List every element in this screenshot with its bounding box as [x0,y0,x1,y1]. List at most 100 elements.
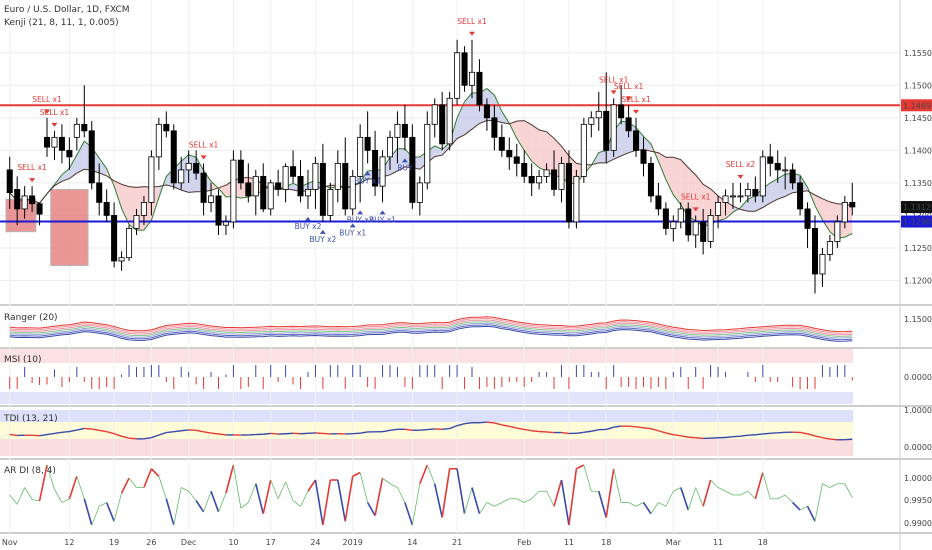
y-tick-label: 1.1350 [904,179,932,188]
candle-body [782,169,789,172]
candle-body [431,104,438,125]
x-tick-label: 18 [601,538,611,547]
ardi-segment [247,483,257,503]
tdi-segment [270,432,279,435]
cloud-segment [61,168,70,182]
candle-body [237,159,244,184]
tdi-segment [158,431,167,436]
candle-body [625,117,632,132]
ardi-segment [203,491,212,513]
candle-body [155,123,162,158]
candle-body [819,254,826,275]
ardi-segment [120,477,130,494]
ardi-segment [717,487,726,492]
candle-body [580,123,587,177]
ardi-segment [411,483,421,526]
ardi-segment [359,472,369,503]
ardi-segment [233,464,242,509]
x-tick-label: 17 [266,538,276,547]
candle-body [163,123,170,132]
ardi-segment [680,487,689,511]
ardi-segment [806,505,816,522]
cloud-segment [524,120,532,162]
sell-arrow-icon [29,178,36,183]
cloud-segment [673,157,681,205]
ardi-segment [524,498,532,503]
chart-title: Euro / U.S. Dollar, 1D, FXCM [4,5,130,15]
ardi-segment [173,487,182,526]
x-tick-label: 10 [228,538,238,547]
x-tick-label: Mar [666,538,682,547]
candle-body [81,123,88,132]
tdi-segment [501,424,510,427]
cloud-segment [69,155,77,179]
y-tick-label: 1.1200 [904,276,932,285]
tdi-segment [404,428,413,431]
candle-body [737,195,744,198]
candle-body [707,215,714,242]
cloud-segment [188,154,197,193]
cloud-segment [814,194,823,220]
ardi-segment [270,479,279,499]
tdi-segment [210,432,219,435]
candle-body [312,162,319,190]
tdi-segment [449,424,458,430]
candle-body [715,202,722,216]
cloud-segment [76,141,85,174]
tdi-segment [315,432,323,435]
candle-body [774,162,781,171]
candle-body [476,71,483,106]
sell-signal-label: SELL x1 [189,140,219,149]
cloud-segment [457,101,465,139]
buy-arrow-icon [379,210,386,215]
ardi-segment [9,494,18,505]
cloud-segment [822,198,830,232]
candle-body [200,172,207,203]
sell-signal-label: SELL x1 [614,82,644,91]
candle-body [692,221,699,236]
candle-body [319,162,326,216]
tdi-segment [203,431,212,434]
candle-body [185,162,192,171]
tdi-segment [650,428,659,432]
candle-body [282,166,289,190]
ardi-segment [113,493,122,522]
ardi-segment [829,483,838,488]
candle-body [51,136,58,148]
tdi-segment [352,432,361,435]
tdi-segment [546,431,555,434]
ardi-segment [441,468,451,518]
cloud-segment [539,129,547,171]
ardi-segment [546,491,555,507]
y-tick-label: 1.1550 [904,49,932,58]
ardi-segment [99,502,107,507]
ardi-segment [314,479,324,526]
cloud-segment [99,157,107,176]
tdi-segment [389,428,398,431]
buy-signal-label: BUY x2 [309,235,336,244]
tdi-segment [561,431,570,435]
candle-body [140,202,147,216]
grid [0,0,900,533]
candle-body [424,123,431,184]
ardi-segment [762,472,771,499]
buy-signal-label: BUY x2 [295,222,322,231]
ardi-segment [695,487,704,507]
candle-body [357,136,364,177]
y-tick-label: 1.1450 [904,114,932,123]
ardi-segment [568,468,578,526]
ardi-segment [754,472,764,499]
x-tick-label: 19 [109,538,119,547]
candle-body [789,169,796,184]
candle-body [700,221,707,242]
cloud-segment [546,131,555,177]
ardi-segment [105,502,115,522]
candle-body [36,203,43,215]
tdi-segment [516,427,525,431]
tdi-segment [658,430,667,434]
y-tick-label: 1.1500 [904,81,932,90]
tdi-segment [173,430,182,433]
x-tick-label: 2019 [343,538,363,547]
y-tick-label: 0.0000 [904,373,932,382]
candle-body [670,221,677,229]
